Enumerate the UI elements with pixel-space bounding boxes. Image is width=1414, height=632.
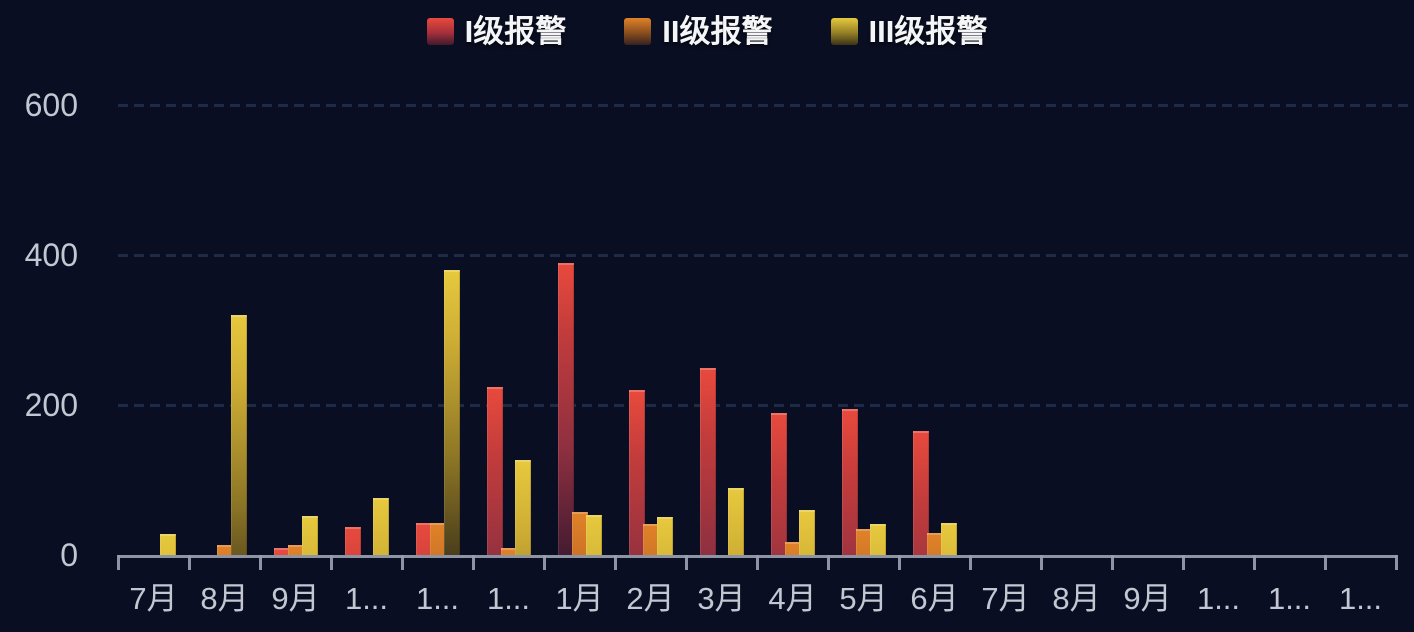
bar-I级报警-11 (912, 431, 929, 555)
bar-II级报警-6 (571, 511, 588, 555)
bar-I级报警-5 (486, 387, 503, 555)
x-axis-label: 4月 (768, 581, 817, 616)
bar-II级报警-5 (500, 547, 517, 555)
x-axis-label: 1... (486, 581, 531, 616)
legend-label: III级报警 (868, 14, 988, 49)
y-axis-label: 200 (24, 387, 78, 423)
x-axis-tick (188, 555, 191, 570)
bar-III级报警-7 (656, 516, 673, 555)
x-axis-label: 1... (1267, 581, 1312, 616)
x-axis-label: 1... (1338, 581, 1383, 616)
x-axis-tick (1324, 555, 1327, 570)
bar-III级报警-3 (372, 498, 389, 555)
bar-III级报警-9 (798, 510, 815, 555)
bar-I级报警-4 (415, 522, 432, 555)
x-axis-label: 1... (344, 581, 389, 616)
y-axis-label: 600 (24, 87, 78, 123)
bar-II级报警-4 (429, 522, 446, 555)
x-axis-tick (685, 555, 688, 570)
legend-item-1[interactable]: I级报警 (426, 14, 567, 49)
x-axis-tick (117, 555, 120, 570)
bar-II级报警-11 (926, 532, 943, 555)
x-axis-tick (401, 555, 404, 570)
x-axis-label: 1... (1196, 581, 1241, 616)
legend-marker-icon (830, 18, 858, 45)
bar-III级报警-1 (230, 315, 247, 555)
legend-item-3[interactable]: III级报警 (830, 14, 988, 49)
x-axis-tick (827, 555, 830, 570)
x-axis-tick (1111, 555, 1114, 570)
gridline-600 (118, 103, 1414, 107)
legend-label: II级报警 (662, 14, 773, 49)
bar-I级报警-2 (273, 547, 290, 555)
bar-III级报警-4 (443, 270, 460, 555)
legend-item-2[interactable]: II级报警 (624, 14, 773, 49)
y-axis-label: 400 (24, 237, 78, 273)
bar-II级报警-7 (642, 523, 659, 555)
x-axis-label: 5月 (839, 581, 888, 616)
x-axis-tick (969, 555, 972, 570)
bar-I级报警-8 (699, 367, 716, 555)
x-axis-label: 1... (415, 581, 460, 616)
x-axis-label: 9月 (271, 581, 320, 616)
bar-III级报警-8 (727, 487, 744, 555)
x-axis-tick (1040, 555, 1043, 570)
bar-II级报警-10 (855, 528, 872, 555)
bar-III级报警-11 (940, 522, 957, 555)
gridline-200 (118, 403, 1414, 407)
x-axis-label: 3月 (697, 581, 746, 616)
gridline-400 (118, 253, 1414, 257)
bar-I级报警-3 (344, 526, 361, 555)
bar-I级报警-7 (628, 390, 645, 555)
x-axis-label: 6月 (910, 581, 959, 616)
x-axis-tick (1253, 555, 1256, 570)
bar-II级报警-9 (784, 541, 801, 555)
x-axis-label: 7月 (981, 581, 1030, 616)
x-axis-tick (898, 555, 901, 570)
bar-III级报警-0 (159, 534, 176, 555)
bar-I级报警-9 (770, 412, 787, 555)
x-axis-label: 1月 (555, 581, 604, 616)
x-axis-tick (543, 555, 546, 570)
bar-II级报警-2 (287, 544, 304, 555)
x-axis-tick (756, 555, 759, 570)
x-axis-tick (472, 555, 475, 570)
bar-III级报警-2 (301, 516, 318, 555)
bar-III级报警-10 (869, 523, 886, 555)
legend-marker-icon (624, 18, 652, 45)
bar-III级报警-6 (585, 514, 602, 555)
bar-I级报警-6 (557, 262, 574, 555)
legend-label: I级报警 (464, 14, 567, 49)
x-axis-label: 7月 (129, 581, 178, 616)
bar-I级报警-10 (841, 408, 858, 555)
legend-marker-icon (426, 18, 454, 45)
x-axis-tick (1395, 555, 1398, 570)
x-axis-label: 8月 (200, 581, 249, 616)
x-axis-tick (614, 555, 617, 570)
x-axis-tick (330, 555, 333, 570)
bar-II级报警-1 (216, 544, 233, 555)
x-axis-label: 2月 (626, 581, 675, 616)
y-axis-label: 0 (60, 537, 78, 573)
x-axis-label: 8月 (1052, 581, 1101, 616)
x-axis-label: 9月 (1123, 581, 1172, 616)
bar-III级报警-5 (514, 459, 531, 555)
legend: I级报警 II级报警 III级报警 (0, 16, 1414, 47)
x-axis-tick (259, 555, 262, 570)
x-axis-tick (1182, 555, 1185, 570)
